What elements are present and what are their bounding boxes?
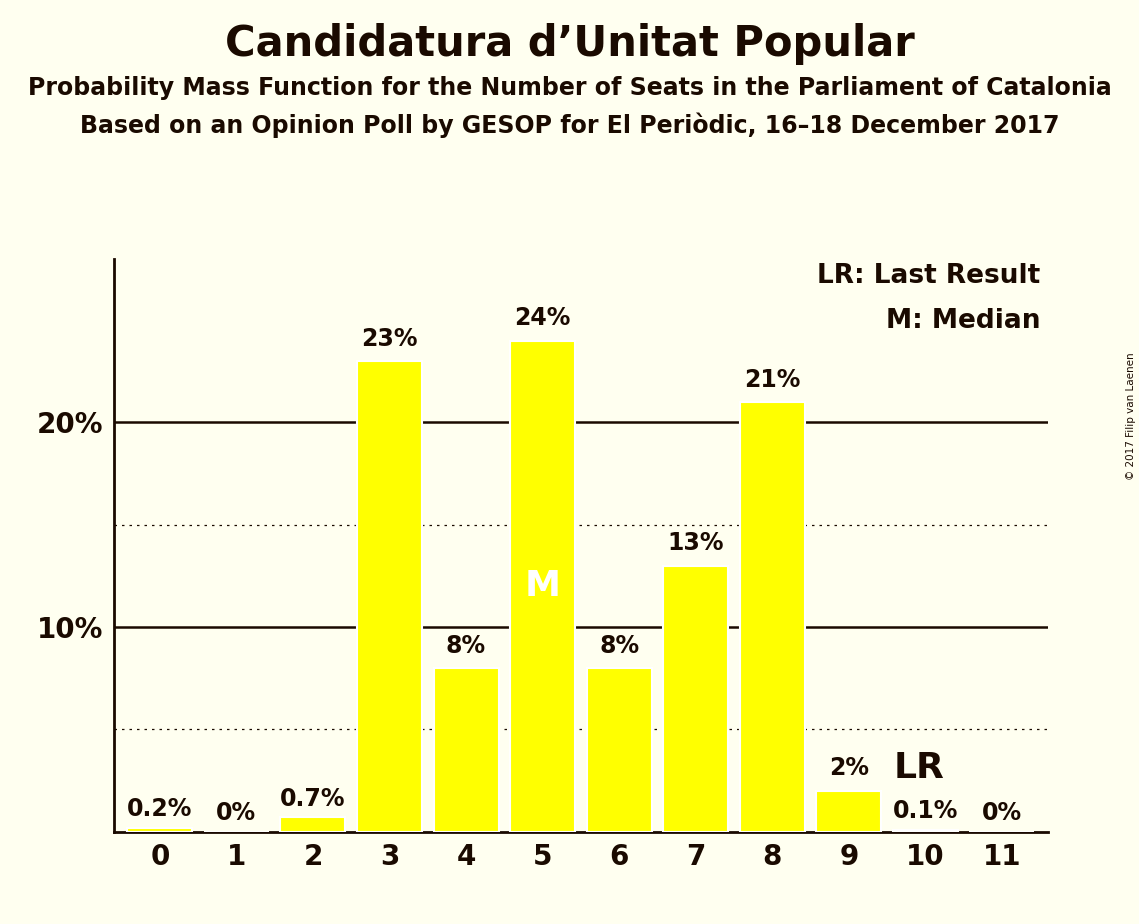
Text: Candidatura d’Unitat Popular: Candidatura d’Unitat Popular: [224, 23, 915, 65]
Bar: [663, 565, 728, 832]
Text: 24%: 24%: [515, 307, 571, 331]
Bar: [739, 402, 805, 832]
Text: 0.2%: 0.2%: [128, 797, 192, 821]
Text: 23%: 23%: [361, 327, 418, 351]
Bar: [128, 828, 192, 832]
Text: 0%: 0%: [216, 801, 256, 825]
Bar: [434, 668, 499, 832]
Bar: [817, 791, 882, 832]
Text: 8%: 8%: [446, 634, 486, 658]
Text: 2%: 2%: [829, 757, 869, 781]
Bar: [357, 361, 423, 832]
Text: 0%: 0%: [982, 801, 1022, 825]
Text: Probability Mass Function for the Number of Seats in the Parliament of Catalonia: Probability Mass Function for the Number…: [27, 76, 1112, 100]
Bar: [280, 817, 345, 832]
Text: 0.7%: 0.7%: [280, 787, 346, 811]
Text: © 2017 Filip van Laenen: © 2017 Filip van Laenen: [1126, 352, 1136, 480]
Text: 21%: 21%: [744, 368, 801, 392]
Text: 0.1%: 0.1%: [893, 799, 958, 823]
Text: 8%: 8%: [599, 634, 639, 658]
Bar: [587, 668, 652, 832]
Text: LR: LR: [893, 750, 944, 784]
Bar: [893, 830, 958, 832]
Text: Based on an Opinion Poll by GESOP for El Periòdic, 16–18 December 2017: Based on an Opinion Poll by GESOP for El…: [80, 113, 1059, 139]
Bar: [510, 341, 575, 832]
Text: LR: Last Result: LR: Last Result: [817, 262, 1040, 289]
Text: M: M: [525, 569, 560, 603]
Text: M: Median: M: Median: [886, 308, 1040, 334]
Text: 13%: 13%: [667, 531, 724, 555]
